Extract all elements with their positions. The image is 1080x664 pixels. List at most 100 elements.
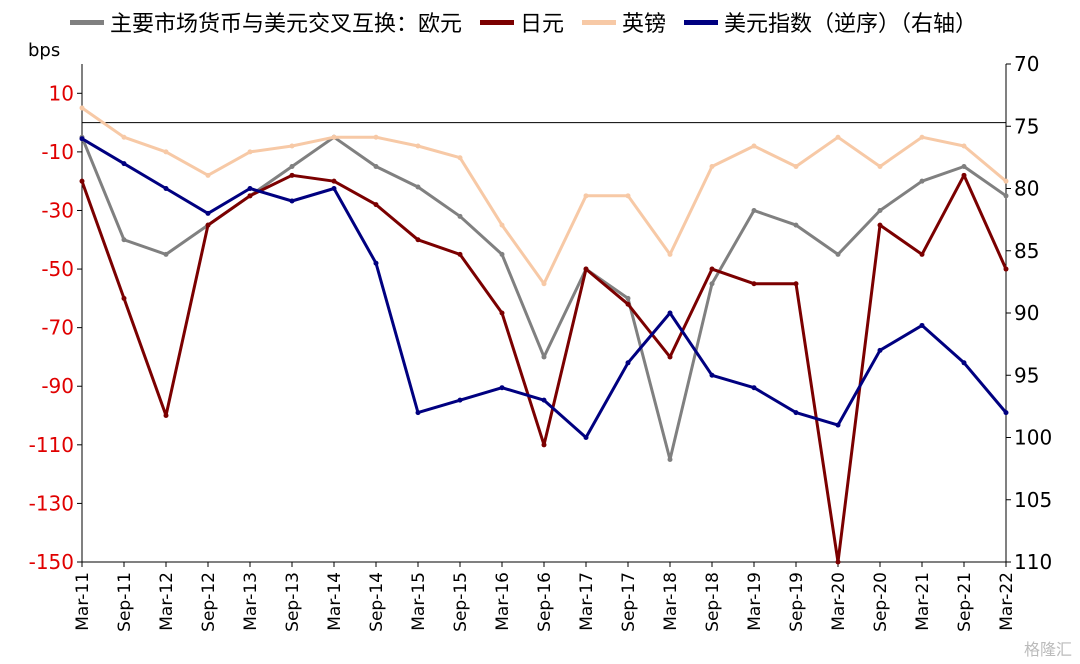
series-2-point [205,172,211,178]
series-1-point [247,193,253,199]
x-tick-label: Sep-15 [451,572,471,632]
legend-swatch-yen [480,19,515,25]
series-3-point [877,347,883,353]
series-1-point [709,266,715,272]
series-2-point [373,134,379,140]
series-3-point [247,186,253,191]
legend-item-dxy: 美元指数（逆序）（右轴） [684,6,977,38]
series-3-point [961,360,967,366]
series-3-point [625,360,631,366]
series-1-point [919,251,925,257]
series-2-point [709,164,715,170]
series-0-point [1003,193,1009,199]
series-line-3 [81,137,1008,439]
left-axis-unit: bps [28,40,61,61]
right-tick-label: 85 [1014,239,1039,263]
series-0-point [667,456,673,462]
series-2-point [331,134,337,140]
series-0-point [625,295,631,301]
series-1-point [415,237,421,243]
left-tick-label: -130 [29,491,74,515]
series-2-point [793,164,799,170]
x-tick-label: Sep-11 [115,572,135,632]
x-tick-label: Mar-20 [829,572,849,631]
x-tick-label: Mar-14 [325,572,345,631]
series-0-point [751,207,757,213]
series-0-point [457,213,463,219]
series-3-point [1003,410,1009,416]
watermark-logo: 格隆汇 [1023,640,1072,659]
series-0-point [415,184,421,190]
series-2-point [751,143,757,149]
series-0-point [121,237,127,243]
series-3-point [457,397,463,403]
series-0-point [289,164,295,170]
series-1-point [499,310,505,316]
series-1-point [625,301,631,307]
series-2-point [121,134,127,140]
series-3-point [205,210,211,216]
right-tick-label: 95 [1014,363,1039,387]
series-3-point [499,385,505,391]
legend-item-yen: 日元 [480,6,564,38]
series-3-point [793,410,799,416]
series-1-point [667,354,673,360]
right-tick-label: 70 [1014,52,1039,76]
legend: 主要市场货币与美元交叉互换：欧元 日元 英镑 美元指数（逆序）（右轴） [70,6,977,38]
series-2-point [415,143,421,149]
series-1-point [835,559,841,565]
right-tick-label: 90 [1014,301,1039,325]
x-tick-label: Sep-20 [871,572,891,632]
series-0-point [541,354,547,360]
x-tick-label: Sep-19 [787,572,807,632]
series-3-point [667,310,673,316]
x-tick-label: Mar-19 [745,572,765,631]
series-1-point [541,442,547,448]
series-3-point [373,260,379,266]
left-tick-label: -30 [41,198,74,222]
series-3-point [331,186,337,191]
legend-swatch-euro [70,19,104,25]
legend-swatch-gbp [582,19,617,25]
series-0-point [793,222,799,228]
series-2-point [667,251,673,257]
series-2-point [289,143,295,149]
series-3-point [583,435,589,440]
series-1-point [163,413,169,419]
x-tick-label: Mar-21 [913,572,933,631]
x-tick-label: Mar-18 [661,572,681,631]
series-0-point [961,164,967,170]
series-2-point [79,105,85,111]
series-layer [79,105,1009,565]
x-tick-label: Sep-21 [955,572,975,632]
x-tick-label: Mar-11 [73,572,93,631]
x-tick-label: Sep-18 [703,572,723,632]
series-1-point [205,222,211,228]
series-2-point [499,222,505,228]
legend-swatch-dxy [684,19,719,25]
series-1-point [961,172,967,178]
x-tick-label: Mar-13 [241,572,261,631]
series-3-point [709,372,715,378]
series-1-point [373,202,379,208]
left-tick-label: -70 [41,316,74,340]
right-tick-label: 105 [1014,488,1052,512]
right-tick-label: 100 [1014,426,1052,450]
series-1-point [289,172,295,178]
series-0-point [373,164,379,170]
series-2-point [919,134,925,140]
legend-label-dxy: 美元指数（逆序）（右轴） [724,12,978,37]
series-0-point [835,251,841,257]
series-2-point [541,281,547,287]
series-3-point [121,161,127,167]
x-tick-label: Mar-12 [157,572,177,631]
legend-label-euro: 主要市场货币与美元交叉互换：欧元 [110,12,463,37]
series-line-2 [81,106,1007,286]
series-3-point [835,422,841,428]
x-tick-label: Mar-16 [493,572,513,631]
x-tick-label: Sep-17 [619,572,639,632]
left-tick-label: -150 [29,550,74,574]
series-2-point [247,149,253,155]
series-0-point [919,178,925,184]
